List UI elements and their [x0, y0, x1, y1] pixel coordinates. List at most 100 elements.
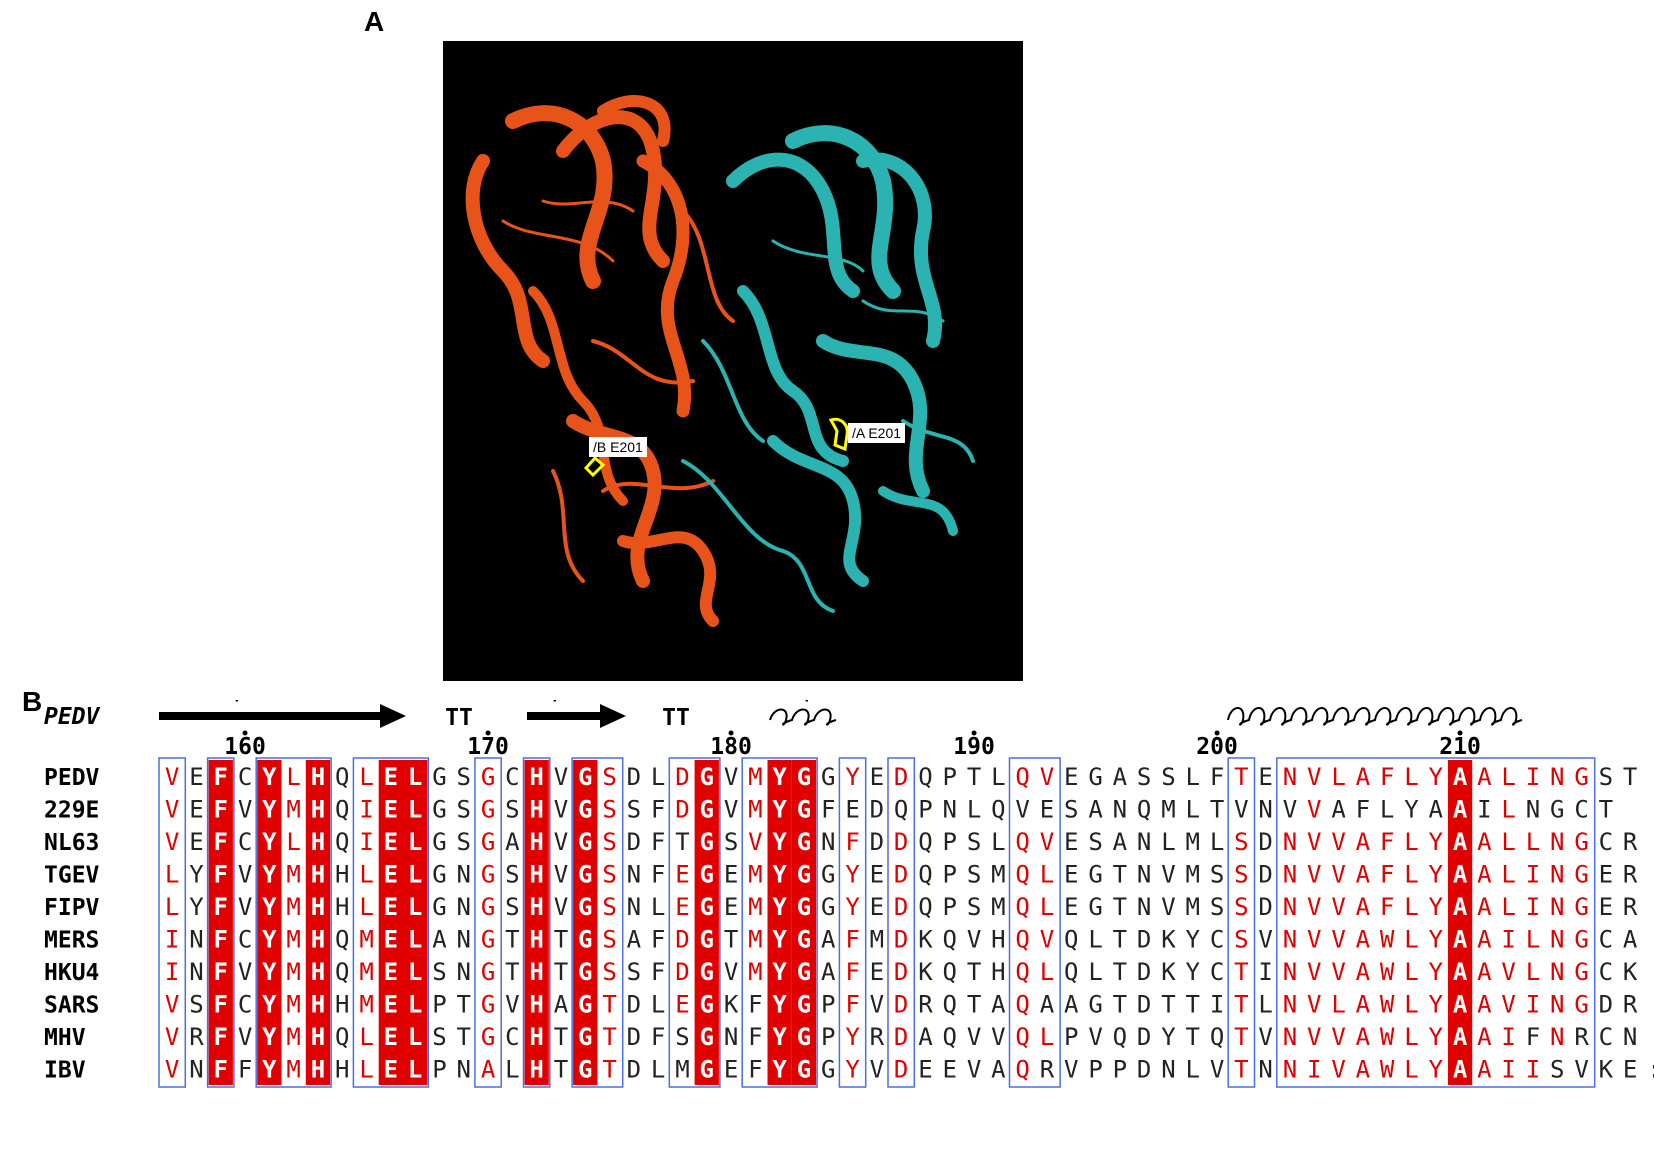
residue: V — [1307, 763, 1321, 791]
residue: N — [1550, 861, 1564, 889]
residue: H — [529, 893, 543, 921]
residue: Q — [1015, 926, 1029, 954]
residue: A — [1453, 893, 1468, 921]
residue: A — [1477, 763, 1492, 791]
residue: A — [991, 1056, 1006, 1084]
residue: G — [578, 828, 592, 856]
residue: A — [1356, 861, 1371, 889]
residue: G — [1574, 958, 1588, 986]
residue: K — [918, 926, 933, 954]
residue: S — [627, 796, 641, 824]
residue: F — [214, 1056, 228, 1084]
residue: H — [529, 991, 543, 1019]
residue: E — [724, 861, 738, 889]
residue: A — [1356, 828, 1371, 856]
residue: K — [1161, 926, 1176, 954]
residue: T — [967, 763, 981, 791]
residue: D — [894, 893, 908, 921]
residue: M — [286, 893, 300, 921]
residue: G — [700, 861, 714, 889]
residue: Y — [1161, 1023, 1176, 1051]
residue: Q — [943, 926, 957, 954]
residue: N — [457, 958, 471, 986]
residue: P — [1113, 1056, 1127, 1084]
residue: L — [1186, 1056, 1200, 1084]
residue: F — [651, 926, 665, 954]
residue: T — [1234, 991, 1248, 1019]
residue: F — [1210, 763, 1224, 791]
residue: L — [1526, 828, 1540, 856]
residue: A — [1429, 796, 1444, 824]
residue: H — [991, 958, 1005, 986]
residue: S — [1064, 796, 1078, 824]
turn-label-2: TT — [662, 705, 690, 731]
residue: H — [311, 958, 325, 986]
residue: A — [1453, 1023, 1468, 1051]
residue: V — [1283, 796, 1297, 824]
residue: T — [1186, 991, 1200, 1019]
residue: V — [165, 1023, 179, 1051]
residue: Y — [772, 893, 787, 921]
identical-column — [403, 760, 428, 1085]
residue: F — [1380, 861, 1394, 889]
residue: T — [1234, 1023, 1248, 1051]
residue: F — [845, 828, 859, 856]
residue: T — [675, 828, 689, 856]
residue: A — [1477, 1056, 1492, 1084]
residue: G — [578, 926, 592, 954]
residue: G — [797, 828, 811, 856]
residue: D — [870, 828, 884, 856]
residue: L — [286, 828, 300, 856]
residue: Y — [772, 828, 787, 856]
conservation-box — [887, 757, 916, 1088]
residue: D — [627, 1056, 641, 1084]
residue: H — [311, 1023, 325, 1051]
conservation-box — [474, 757, 502, 1088]
residue: A — [1356, 1023, 1371, 1051]
residue: C — [1599, 926, 1613, 954]
residue: Y — [772, 763, 787, 791]
residue: E — [384, 893, 398, 921]
residue: E — [1064, 893, 1078, 921]
residue: F — [651, 958, 665, 986]
residue: F — [214, 1023, 228, 1051]
ruler-dot-210 — [1457, 730, 1463, 736]
ruler-dot-200 — [1214, 730, 1220, 736]
residue: G — [1088, 763, 1102, 791]
residue: N — [1137, 828, 1151, 856]
conservation-box — [255, 757, 332, 1088]
residue: I — [1526, 1056, 1540, 1084]
residue: C — [505, 763, 519, 791]
residue: T — [1210, 796, 1224, 824]
residue: G — [578, 763, 592, 791]
residue: M — [359, 926, 373, 954]
residue: F — [651, 796, 665, 824]
residue: T — [1113, 958, 1127, 986]
residue: D — [675, 958, 689, 986]
residue: V — [238, 958, 252, 986]
residue: V — [967, 926, 981, 954]
residue: V — [748, 828, 762, 856]
panel-label-a: A — [364, 6, 385, 37]
ruler-dot-170 — [485, 730, 491, 736]
residue: Q — [1210, 1023, 1224, 1051]
residue: N — [1137, 861, 1151, 889]
residue: V — [724, 763, 738, 791]
residue: Q — [335, 796, 349, 824]
species-label-pedv: PEDV — [44, 765, 100, 791]
residue: L — [1331, 991, 1345, 1019]
residue: D — [894, 763, 908, 791]
residue: N — [821, 828, 835, 856]
residue: L — [408, 991, 422, 1019]
residue: F — [238, 1056, 252, 1084]
residue: A — [1477, 828, 1492, 856]
residue: A — [821, 958, 836, 986]
residue: G — [1574, 828, 1588, 856]
residue: V — [554, 893, 568, 921]
residue: G — [481, 1023, 495, 1051]
residue: R — [1574, 1023, 1589, 1051]
residue: Y — [262, 1056, 277, 1084]
residue: V — [1161, 893, 1175, 921]
identical-column — [208, 760, 233, 1085]
residue: F — [1356, 796, 1370, 824]
